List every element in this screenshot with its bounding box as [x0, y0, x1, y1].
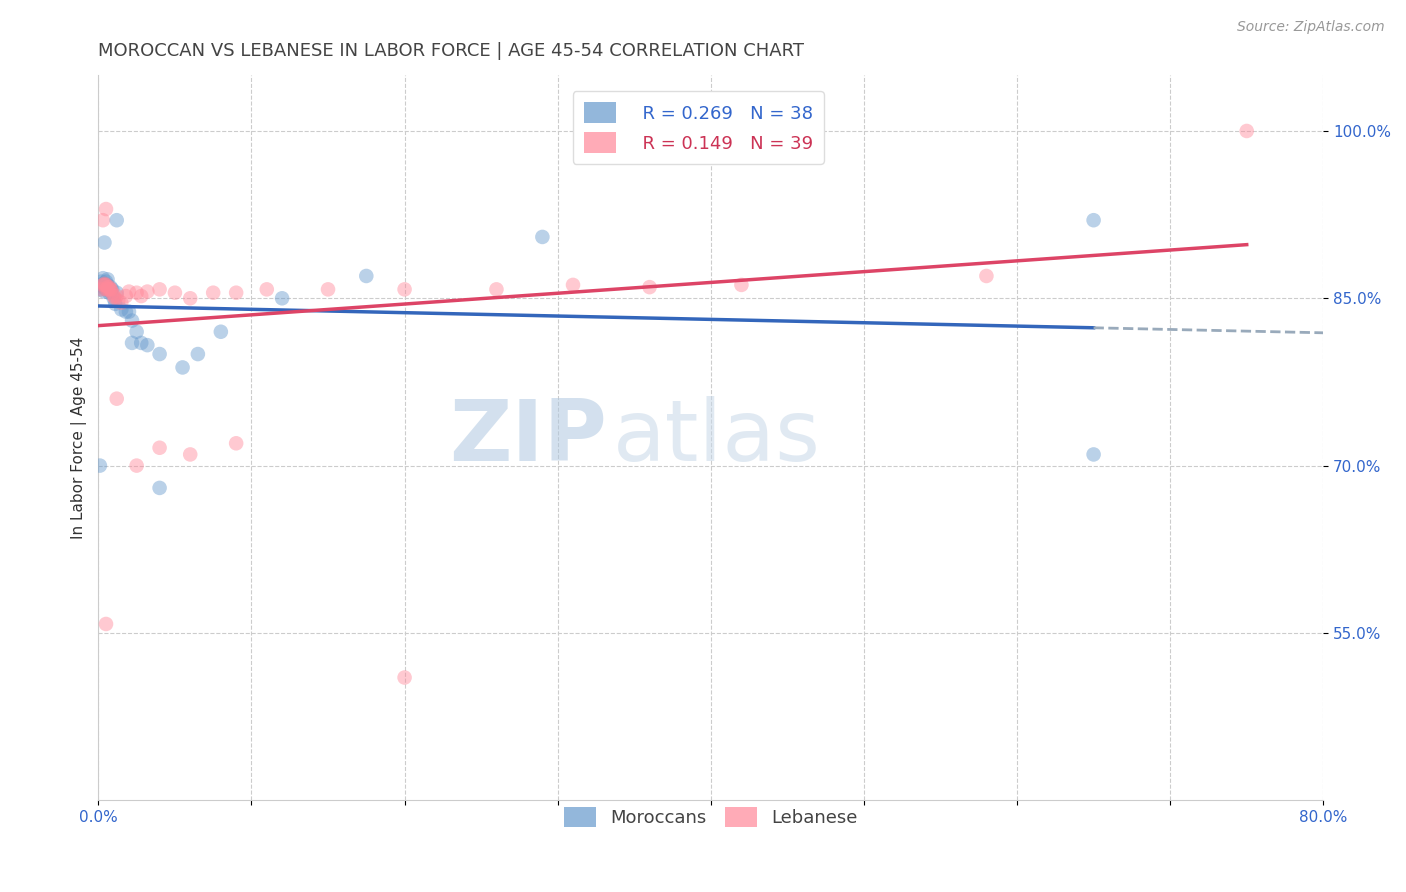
Point: [101, 285, 124, 300]
Point: [94, 275, 117, 289]
Point: [98, 280, 121, 294]
Point: [110, 295, 132, 310]
Point: [94, 282, 117, 296]
Text: ZIP: ZIP: [449, 396, 607, 479]
Point: [96, 280, 118, 294]
Point: [104, 297, 127, 311]
Point: [225, 285, 247, 300]
Point: [105, 392, 128, 406]
Point: [96, 280, 118, 294]
Point: [90, 282, 112, 296]
Point: [976, 268, 998, 283]
Point: [1083, 447, 1105, 461]
Point: [100, 282, 122, 296]
Point: [93, 235, 115, 250]
Point: [96, 277, 118, 292]
Point: [94, 617, 117, 632]
Point: [121, 335, 143, 350]
Point: [179, 291, 201, 305]
Point: [1236, 124, 1258, 138]
Point: [149, 282, 172, 296]
Point: [110, 302, 132, 317]
Point: [96, 272, 118, 286]
Point: [91, 277, 114, 292]
Point: [129, 289, 152, 303]
Legend: Moroccans, Lebanese: Moroccans, Lebanese: [557, 799, 865, 835]
Point: [103, 291, 125, 305]
Point: [187, 347, 209, 361]
Point: [125, 325, 148, 339]
Point: [638, 280, 661, 294]
Y-axis label: In Labor Force | Age 45-54: In Labor Force | Age 45-54: [72, 336, 87, 539]
Text: MOROCCAN VS LEBANESE IN LABOR FORCE | AGE 45-54 CORRELATION CHART: MOROCCAN VS LEBANESE IN LABOR FORCE | AG…: [98, 42, 804, 60]
Point: [118, 304, 141, 318]
Point: [93, 285, 115, 299]
Point: [179, 447, 201, 461]
Point: [103, 289, 125, 303]
Point: [100, 285, 122, 299]
Point: [98, 282, 121, 296]
Point: [107, 293, 129, 308]
Point: [105, 285, 128, 300]
Point: [94, 202, 117, 216]
Point: [93, 277, 115, 292]
Point: [91, 277, 114, 291]
Point: [89, 458, 111, 473]
Text: atlas: atlas: [613, 396, 821, 479]
Text: Source: ZipAtlas.com: Source: ZipAtlas.com: [1237, 20, 1385, 34]
Point: [115, 304, 138, 318]
Point: [98, 285, 121, 300]
Point: [93, 280, 115, 294]
Point: [90, 275, 112, 289]
Point: [149, 481, 172, 495]
Point: [129, 335, 152, 350]
Point: [149, 441, 172, 455]
Point: [316, 282, 339, 296]
Point: [730, 277, 752, 292]
Point: [394, 671, 416, 685]
Point: [91, 213, 114, 227]
Point: [531, 230, 554, 244]
Point: [394, 282, 416, 296]
Point: [485, 282, 508, 296]
Point: [105, 289, 128, 303]
Point: [256, 282, 278, 296]
Point: [271, 291, 294, 305]
Point: [125, 285, 148, 300]
Point: [90, 277, 112, 292]
Point: [172, 360, 194, 375]
Point: [105, 213, 128, 227]
Point: [121, 313, 143, 327]
Point: [93, 277, 115, 292]
Point: [89, 282, 111, 296]
Point: [93, 277, 115, 291]
Point: [98, 282, 121, 296]
Point: [136, 285, 159, 299]
Point: [100, 280, 122, 294]
Point: [94, 277, 117, 292]
Point: [149, 347, 172, 361]
Point: [104, 291, 127, 305]
Point: [163, 285, 186, 300]
Point: [125, 458, 148, 473]
Point: [91, 271, 114, 285]
Point: [202, 285, 225, 300]
Point: [96, 282, 118, 296]
Point: [118, 285, 141, 299]
Point: [100, 282, 122, 296]
Point: [209, 325, 232, 339]
Point: [94, 277, 117, 292]
Point: [225, 436, 247, 450]
Point: [101, 282, 124, 296]
Point: [136, 338, 159, 352]
Point: [356, 268, 378, 283]
Point: [94, 282, 117, 296]
Point: [1083, 213, 1105, 227]
Point: [562, 277, 585, 292]
Point: [91, 280, 114, 294]
Point: [115, 289, 138, 303]
